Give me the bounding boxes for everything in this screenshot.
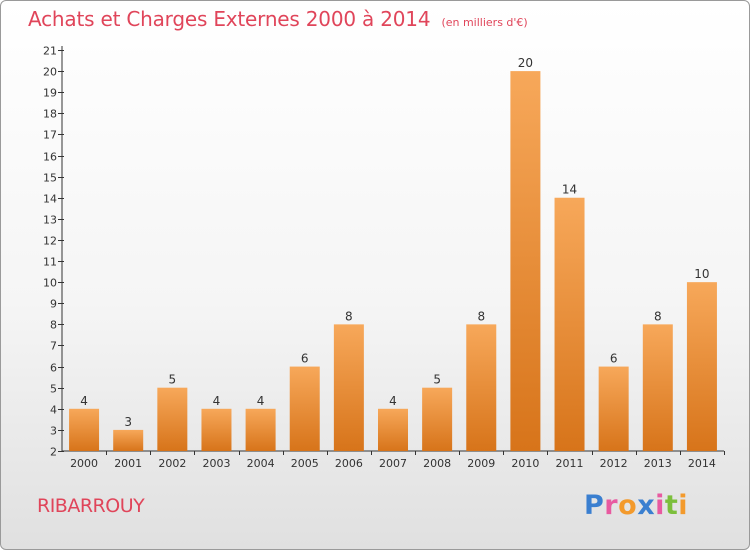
x-tick-label: 2005: [291, 457, 319, 470]
x-tick-label: 2013: [644, 457, 672, 470]
bar-value-label: 8: [654, 309, 662, 323]
x-tick-label: 2014: [688, 457, 716, 470]
bar-value-label: 14: [562, 183, 577, 197]
chart-title: Achats et Charges Externes 2000 à 2014: [28, 7, 431, 31]
y-tick-label: 15: [43, 172, 57, 185]
x-tick-label: 2011: [556, 457, 584, 470]
y-tick-label: 10: [43, 277, 57, 290]
y-tick-label: 20: [43, 66, 57, 79]
y-tick-label: 12: [43, 235, 57, 248]
logo-letter: x: [637, 490, 656, 521]
y-tick-label: 19: [43, 87, 57, 100]
x-tick-label: 2000: [70, 457, 98, 470]
locality-name: RIBARROUY: [37, 495, 145, 517]
y-tick-label: 17: [43, 129, 57, 142]
bar-value-label: 6: [301, 352, 309, 366]
bar: [333, 324, 364, 451]
x-tick-label: 2003: [202, 457, 230, 470]
bar-value-label: 4: [257, 394, 265, 408]
bar: [686, 282, 717, 451]
logo-letter: i: [678, 490, 689, 521]
bar: [422, 387, 453, 451]
bar: [378, 408, 408, 451]
bar: [642, 324, 673, 451]
bar: [289, 366, 320, 451]
y-tick-label: 9: [50, 298, 57, 311]
bar: [466, 324, 497, 451]
y-tick-label: 4: [50, 404, 57, 417]
bar: [157, 387, 188, 451]
chart-title-row: Achats et Charges Externes 2000 à 2014 (…: [28, 7, 528, 31]
logo-letter: i: [655, 490, 665, 521]
y-tick-label: 14: [43, 193, 57, 206]
y-tick-label: 6: [50, 362, 57, 375]
x-tick-label: 2001: [114, 457, 142, 470]
y-tick-label: 2: [50, 446, 57, 459]
bar: [113, 429, 144, 451]
y-tick-label: 5: [50, 383, 57, 396]
x-tick-label: 2008: [423, 457, 451, 470]
y-tick-label: 11: [43, 256, 57, 269]
bar-value-label: 8: [345, 309, 353, 323]
x-tick-label: 2012: [600, 457, 628, 470]
bar-value-label: 20: [518, 56, 533, 70]
chart-subtitle: (en milliers d'€): [441, 16, 528, 29]
bar-value-label: 4: [213, 394, 221, 408]
x-tick-label: 2006: [335, 457, 363, 470]
bar-value-label: 6: [610, 352, 618, 366]
bar-value-label: 3: [124, 415, 132, 429]
y-tick-label: 21: [43, 45, 57, 58]
bar-value-label: 4: [80, 394, 88, 408]
proxiti-logo: Proxiti: [584, 490, 688, 521]
x-tick-label: 2002: [158, 457, 186, 470]
y-tick-label: 16: [43, 151, 57, 164]
bar: [245, 408, 276, 451]
logo-letter: P: [584, 490, 605, 521]
y-tick-label: 3: [50, 425, 57, 438]
bar-value-label: 10: [694, 267, 709, 281]
logo-letter: r: [604, 490, 619, 521]
x-tick-label: 2009: [467, 457, 495, 470]
bar: [598, 366, 629, 451]
logo-letter: t: [664, 490, 679, 521]
bar-value-label: 5: [433, 373, 441, 387]
bar: [69, 408, 100, 451]
x-tick-label: 2010: [511, 457, 539, 470]
x-tick-label: 2007: [379, 457, 407, 470]
bar: [554, 197, 585, 451]
y-tick-label: 13: [43, 214, 57, 227]
y-tick-label: 18: [43, 108, 57, 121]
logo-letter: o: [618, 490, 638, 521]
bar-value-label: 8: [477, 309, 485, 323]
y-tick-label: 8: [50, 319, 57, 332]
bar: [510, 71, 541, 452]
bar-value-label: 4: [389, 394, 397, 408]
bar: [201, 408, 232, 451]
x-tick-label: 2004: [247, 457, 275, 470]
bar-value-label: 5: [169, 373, 177, 387]
y-tick-label: 7: [50, 340, 57, 353]
